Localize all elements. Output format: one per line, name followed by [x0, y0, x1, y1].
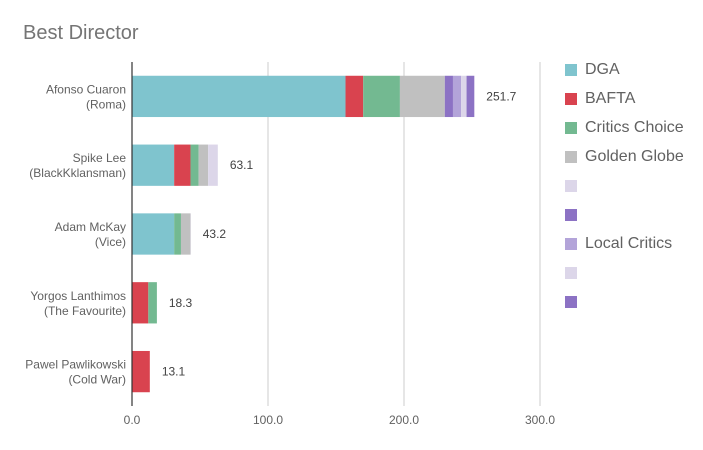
bar-total-label: 251.7: [486, 89, 516, 103]
bar-segment[interactable]: [148, 282, 157, 324]
x-tick-label: 200.0: [389, 413, 419, 427]
y-category-label: Spike Lee: [73, 151, 127, 165]
bar-segment[interactable]: [132, 144, 175, 186]
y-category-label: Yorgos Lanthimos: [30, 289, 126, 303]
legend-swatch: [565, 209, 577, 221]
bar-total-label: 13.1: [162, 365, 186, 379]
y-category-label: (BlackKklansman): [29, 166, 126, 180]
bar-total-label: 63.1: [230, 158, 254, 172]
bar-segment[interactable]: [180, 213, 191, 255]
legend-label: Local Critics: [585, 235, 673, 252]
bar-segment[interactable]: [132, 282, 149, 324]
bar-total-label: 18.3: [169, 296, 193, 310]
x-tick-label: 0.0: [124, 413, 141, 427]
x-tick-label: 100.0: [253, 413, 283, 427]
bar-segment[interactable]: [461, 75, 467, 118]
legend-label: BAFTA: [585, 90, 636, 107]
bar-segment[interactable]: [174, 144, 191, 186]
y-category-label: Pawel Pawlikowski: [25, 358, 126, 372]
y-category-label: (Cold War): [68, 373, 126, 387]
y-category-label: (Vice): [95, 235, 126, 249]
bar-segment[interactable]: [174, 213, 181, 255]
legend-swatch: [565, 238, 577, 250]
x-tick-label: 300.0: [525, 413, 555, 427]
y-category-label: (Roma): [86, 97, 126, 111]
legend-swatch: [565, 151, 577, 163]
bar-segment[interactable]: [132, 213, 175, 255]
legend-swatch: [565, 122, 577, 134]
bar-total-label: 43.2: [203, 227, 227, 241]
bar-segment[interactable]: [345, 75, 364, 118]
chart-title: Best Director: [23, 22, 139, 44]
bar-segment[interactable]: [198, 144, 209, 186]
y-category-label: Afonso Cuaron: [46, 82, 126, 96]
legend-label: DGA: [585, 61, 620, 78]
bar-segment[interactable]: [466, 75, 475, 118]
legend-swatch: [565, 296, 577, 308]
bar-segment[interactable]: [190, 144, 199, 186]
legend-swatch: [565, 267, 577, 279]
bar-segment[interactable]: [132, 350, 150, 393]
legend-swatch: [565, 180, 577, 192]
bar-segment[interactable]: [208, 144, 218, 186]
legend-label: Critics Choice: [585, 119, 684, 136]
bar-segment[interactable]: [444, 75, 453, 118]
legend-swatch: [565, 64, 577, 76]
bar-segment[interactable]: [399, 75, 445, 118]
y-category-label: (The Favourite): [44, 304, 126, 318]
bar-segment[interactable]: [452, 75, 462, 118]
legend-swatch: [565, 93, 577, 105]
bar-segment[interactable]: [363, 75, 400, 118]
bar-segment[interactable]: [132, 75, 346, 118]
legend-label: Golden Globe: [585, 148, 684, 165]
y-category-label: Adam McKay: [55, 220, 126, 234]
